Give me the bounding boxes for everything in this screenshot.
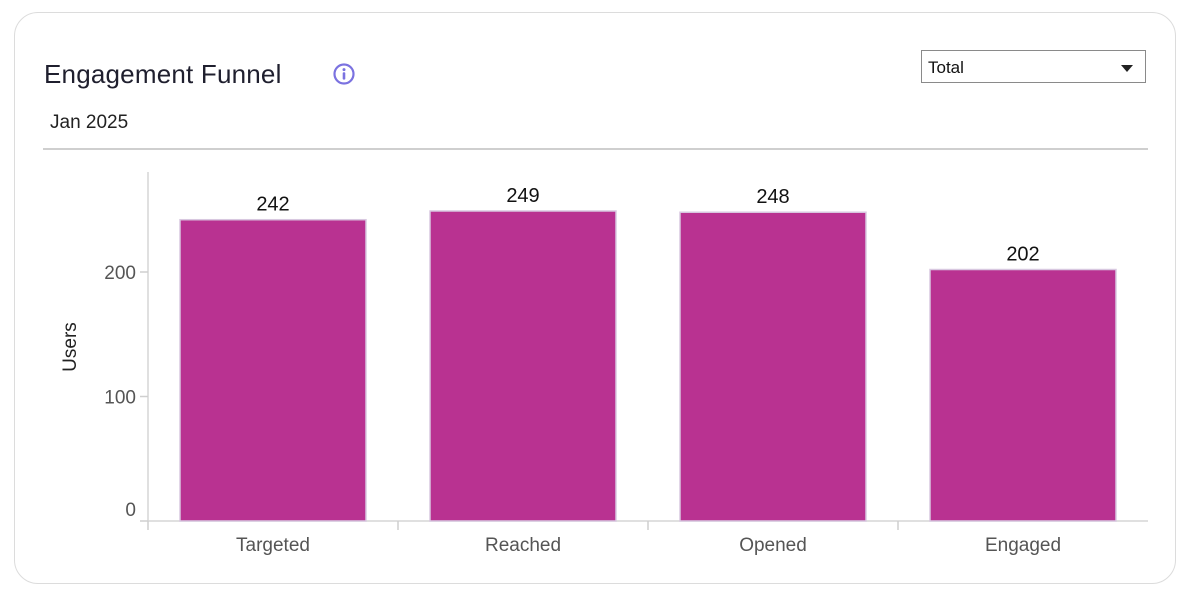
bar-opened (679, 211, 867, 522)
x-tick-label-engaged: Engaged (985, 535, 1061, 556)
y-axis-title: Users (60, 322, 81, 372)
data-label-targeted: 242 (256, 194, 289, 216)
metric-select[interactable]: Total (921, 50, 1146, 83)
x-tick-label-opened: Opened (739, 535, 807, 556)
info-icon[interactable] (332, 62, 356, 86)
header-divider (43, 148, 1148, 150)
date-subtitle: Jan 2025 (50, 112, 129, 133)
y-tick-label-200: 200 (104, 263, 136, 284)
x-tick-label-targeted: Targeted (236, 535, 310, 556)
data-label-engaged: 202 (1006, 244, 1039, 266)
y-tick-label-100: 100 (104, 388, 136, 409)
metric-select-value: Total (928, 58, 964, 77)
bar-reached (429, 210, 617, 522)
chevron-down-icon (1121, 65, 1133, 72)
chart-title: Engagement Funnel (44, 59, 282, 89)
data-label-reached: 249 (506, 185, 539, 207)
y-tick-label-0: 0 (125, 500, 136, 521)
data-label-opened: 248 (756, 186, 789, 208)
bar-targeted (179, 218, 367, 522)
bar-engaged (929, 268, 1117, 522)
x-tick-label-reached: Reached (485, 535, 561, 556)
